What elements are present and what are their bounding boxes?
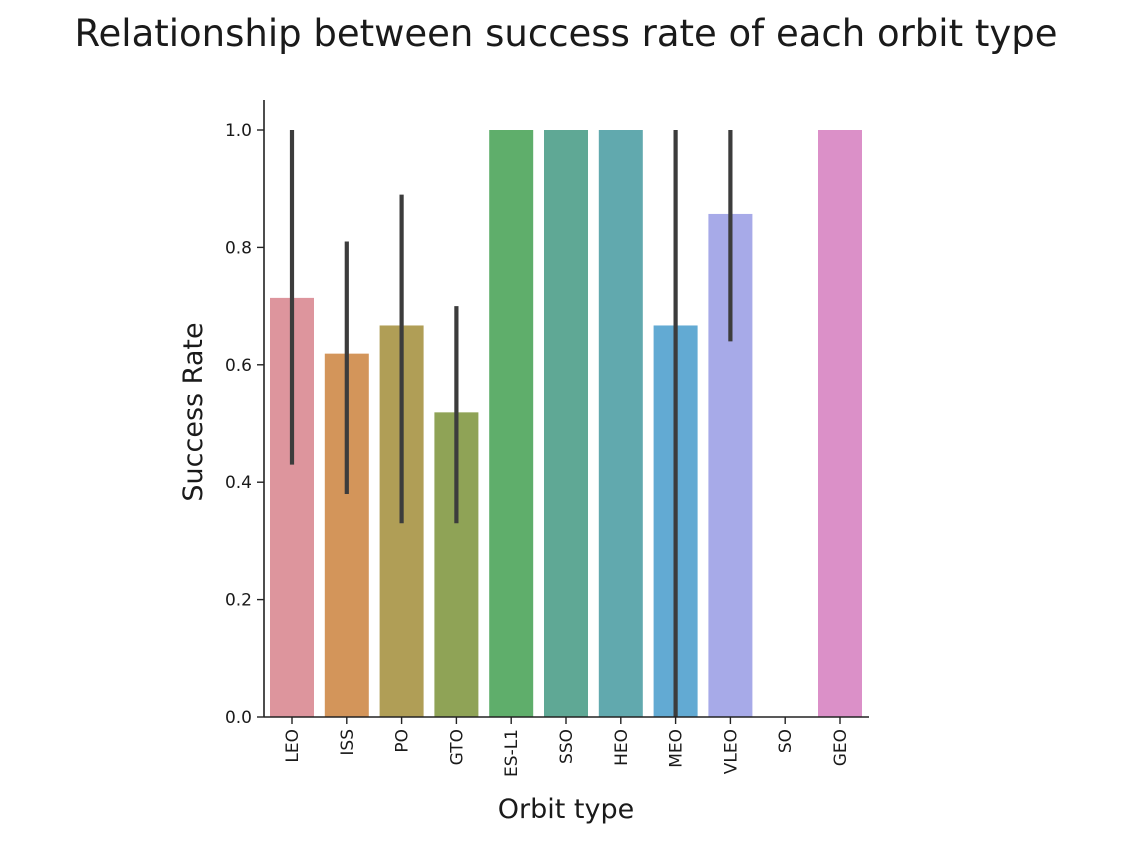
x-tick-label-leo: LEO [283,729,303,763]
bar-es-l1 [489,130,534,717]
x-tick-label-geo: GEO [831,729,851,766]
x-tick-label-meo: MEO [667,729,687,768]
y-tick-label: 0.0 [225,708,252,728]
x-tick-label-heo: HEO [612,729,632,766]
y-tick-label: 0.8 [225,238,252,258]
x-tick-label-sso: SSO [557,729,577,764]
y-axis-ticks: 0.0 0.2 0.4 0.6 0.8 1.0 [225,121,264,728]
plot-area [270,130,862,718]
x-tick-label-gto: GTO [447,729,467,765]
x-tick-label-so: SO [776,729,796,753]
y-tick-label: 0.4 [225,473,252,493]
y-tick-label: 1.0 [225,121,252,141]
bar-geo [818,130,862,717]
bar-heo [598,130,643,717]
chart-title: Relationship between success rate of eac… [74,12,1057,55]
x-axis-label: Orbit type [498,794,634,825]
y-axis-label: Success Rate [178,322,209,501]
y-tick-label: 0.6 [225,356,252,376]
bar-sso [544,130,588,717]
y-tick-label: 0.2 [225,591,252,611]
x-axis-ticks: LEO ISS PO GTO ES-L1 SSO HEO MEO VLEO SO GEO [283,717,851,777]
x-tick-label-po: PO [393,729,413,753]
x-tick-label-es-l1: ES-L1 [502,729,522,777]
x-tick-label-vleo: VLEO [721,729,741,774]
x-tick-label-iss: ISS [338,729,358,756]
